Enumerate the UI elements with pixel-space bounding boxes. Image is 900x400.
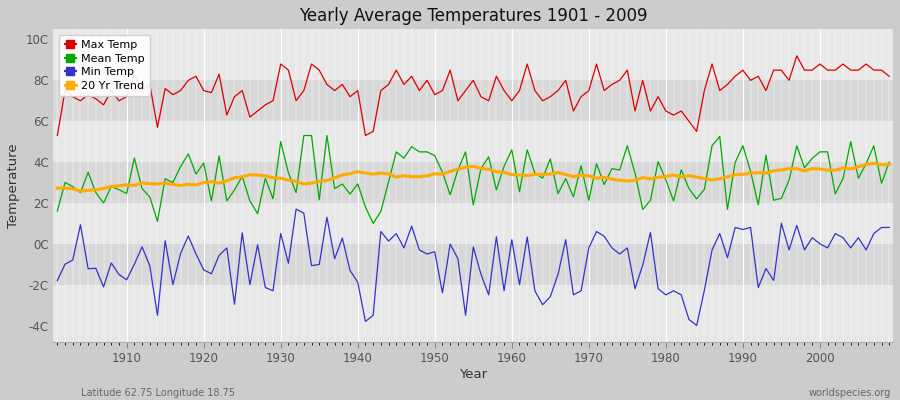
Bar: [53, 162, 893, 203]
Legend: Max Temp, Mean Temp, Min Temp, 20 Yr Trend: Max Temp, Mean Temp, Min Temp, 20 Yr Tre…: [59, 35, 150, 96]
Y-axis label: Temperature: Temperature: [7, 143, 20, 228]
Bar: [53, 244, 893, 285]
Text: Latitude 62.75 Longitude 18.75: Latitude 62.75 Longitude 18.75: [81, 388, 235, 398]
Bar: [53, 80, 893, 121]
Bar: [53, 40, 893, 80]
Bar: [53, 285, 893, 326]
Title: Yearly Average Temperatures 1901 - 2009: Yearly Average Temperatures 1901 - 2009: [299, 7, 647, 25]
Bar: [53, 203, 893, 244]
X-axis label: Year: Year: [459, 368, 487, 381]
Bar: [53, 121, 893, 162]
Text: worldspecies.org: worldspecies.org: [809, 388, 891, 398]
